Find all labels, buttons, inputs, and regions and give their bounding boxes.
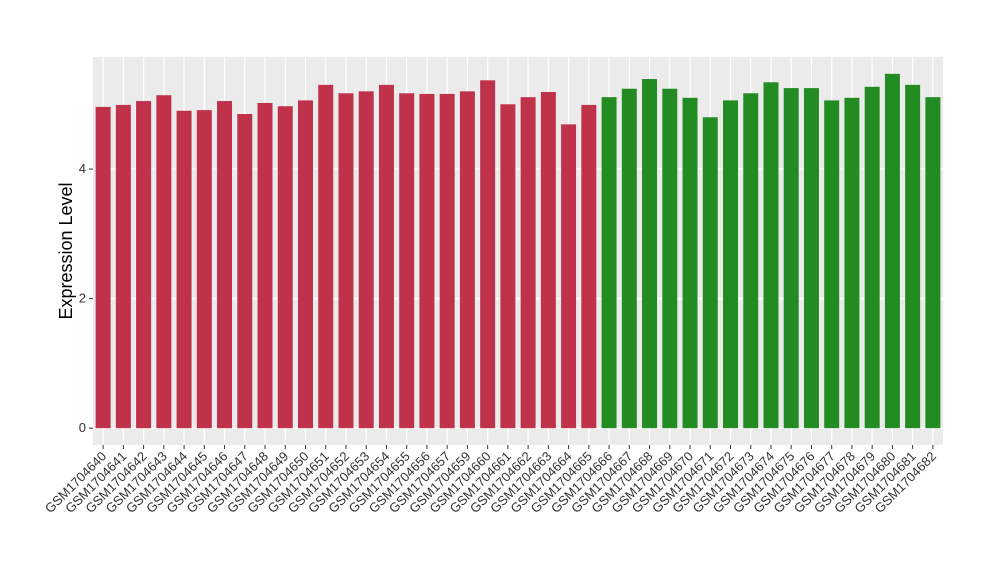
bar [783,88,799,429]
panel [93,57,943,445]
bar [237,114,253,429]
bar [581,104,597,429]
bar [662,88,678,429]
bar [702,117,718,429]
bar [419,93,435,429]
bar [176,110,192,429]
bar [682,97,698,429]
bar [500,104,516,429]
bar [156,95,172,429]
y-tick-label: 0 [79,420,86,435]
bar [884,73,900,429]
bar [540,91,556,429]
bar [439,93,455,429]
bar [358,91,374,429]
bar [277,106,293,429]
bar [196,110,212,429]
bar [621,88,637,429]
bar [905,84,921,429]
bar [318,84,334,429]
bar [743,93,759,429]
y-tick-label: 2 [79,291,86,306]
bar [480,80,496,429]
bar [217,101,233,429]
bar [601,97,617,429]
bar [844,97,860,429]
bar [803,88,819,429]
bar [642,79,658,429]
bar [298,100,313,429]
bar [115,104,131,429]
bar [864,86,880,429]
bar [257,102,273,429]
bar [723,100,738,429]
y-axis-title: Expression Level [56,182,76,319]
bar [338,93,354,429]
bar [459,91,475,429]
bar [95,106,111,429]
bar [399,93,415,429]
bar [824,100,840,429]
bar [520,97,536,429]
y-tick-label: 4 [79,161,86,176]
bar [561,124,577,429]
bar [763,82,779,429]
bar [925,97,941,429]
bar [378,84,394,429]
bar [136,101,152,429]
